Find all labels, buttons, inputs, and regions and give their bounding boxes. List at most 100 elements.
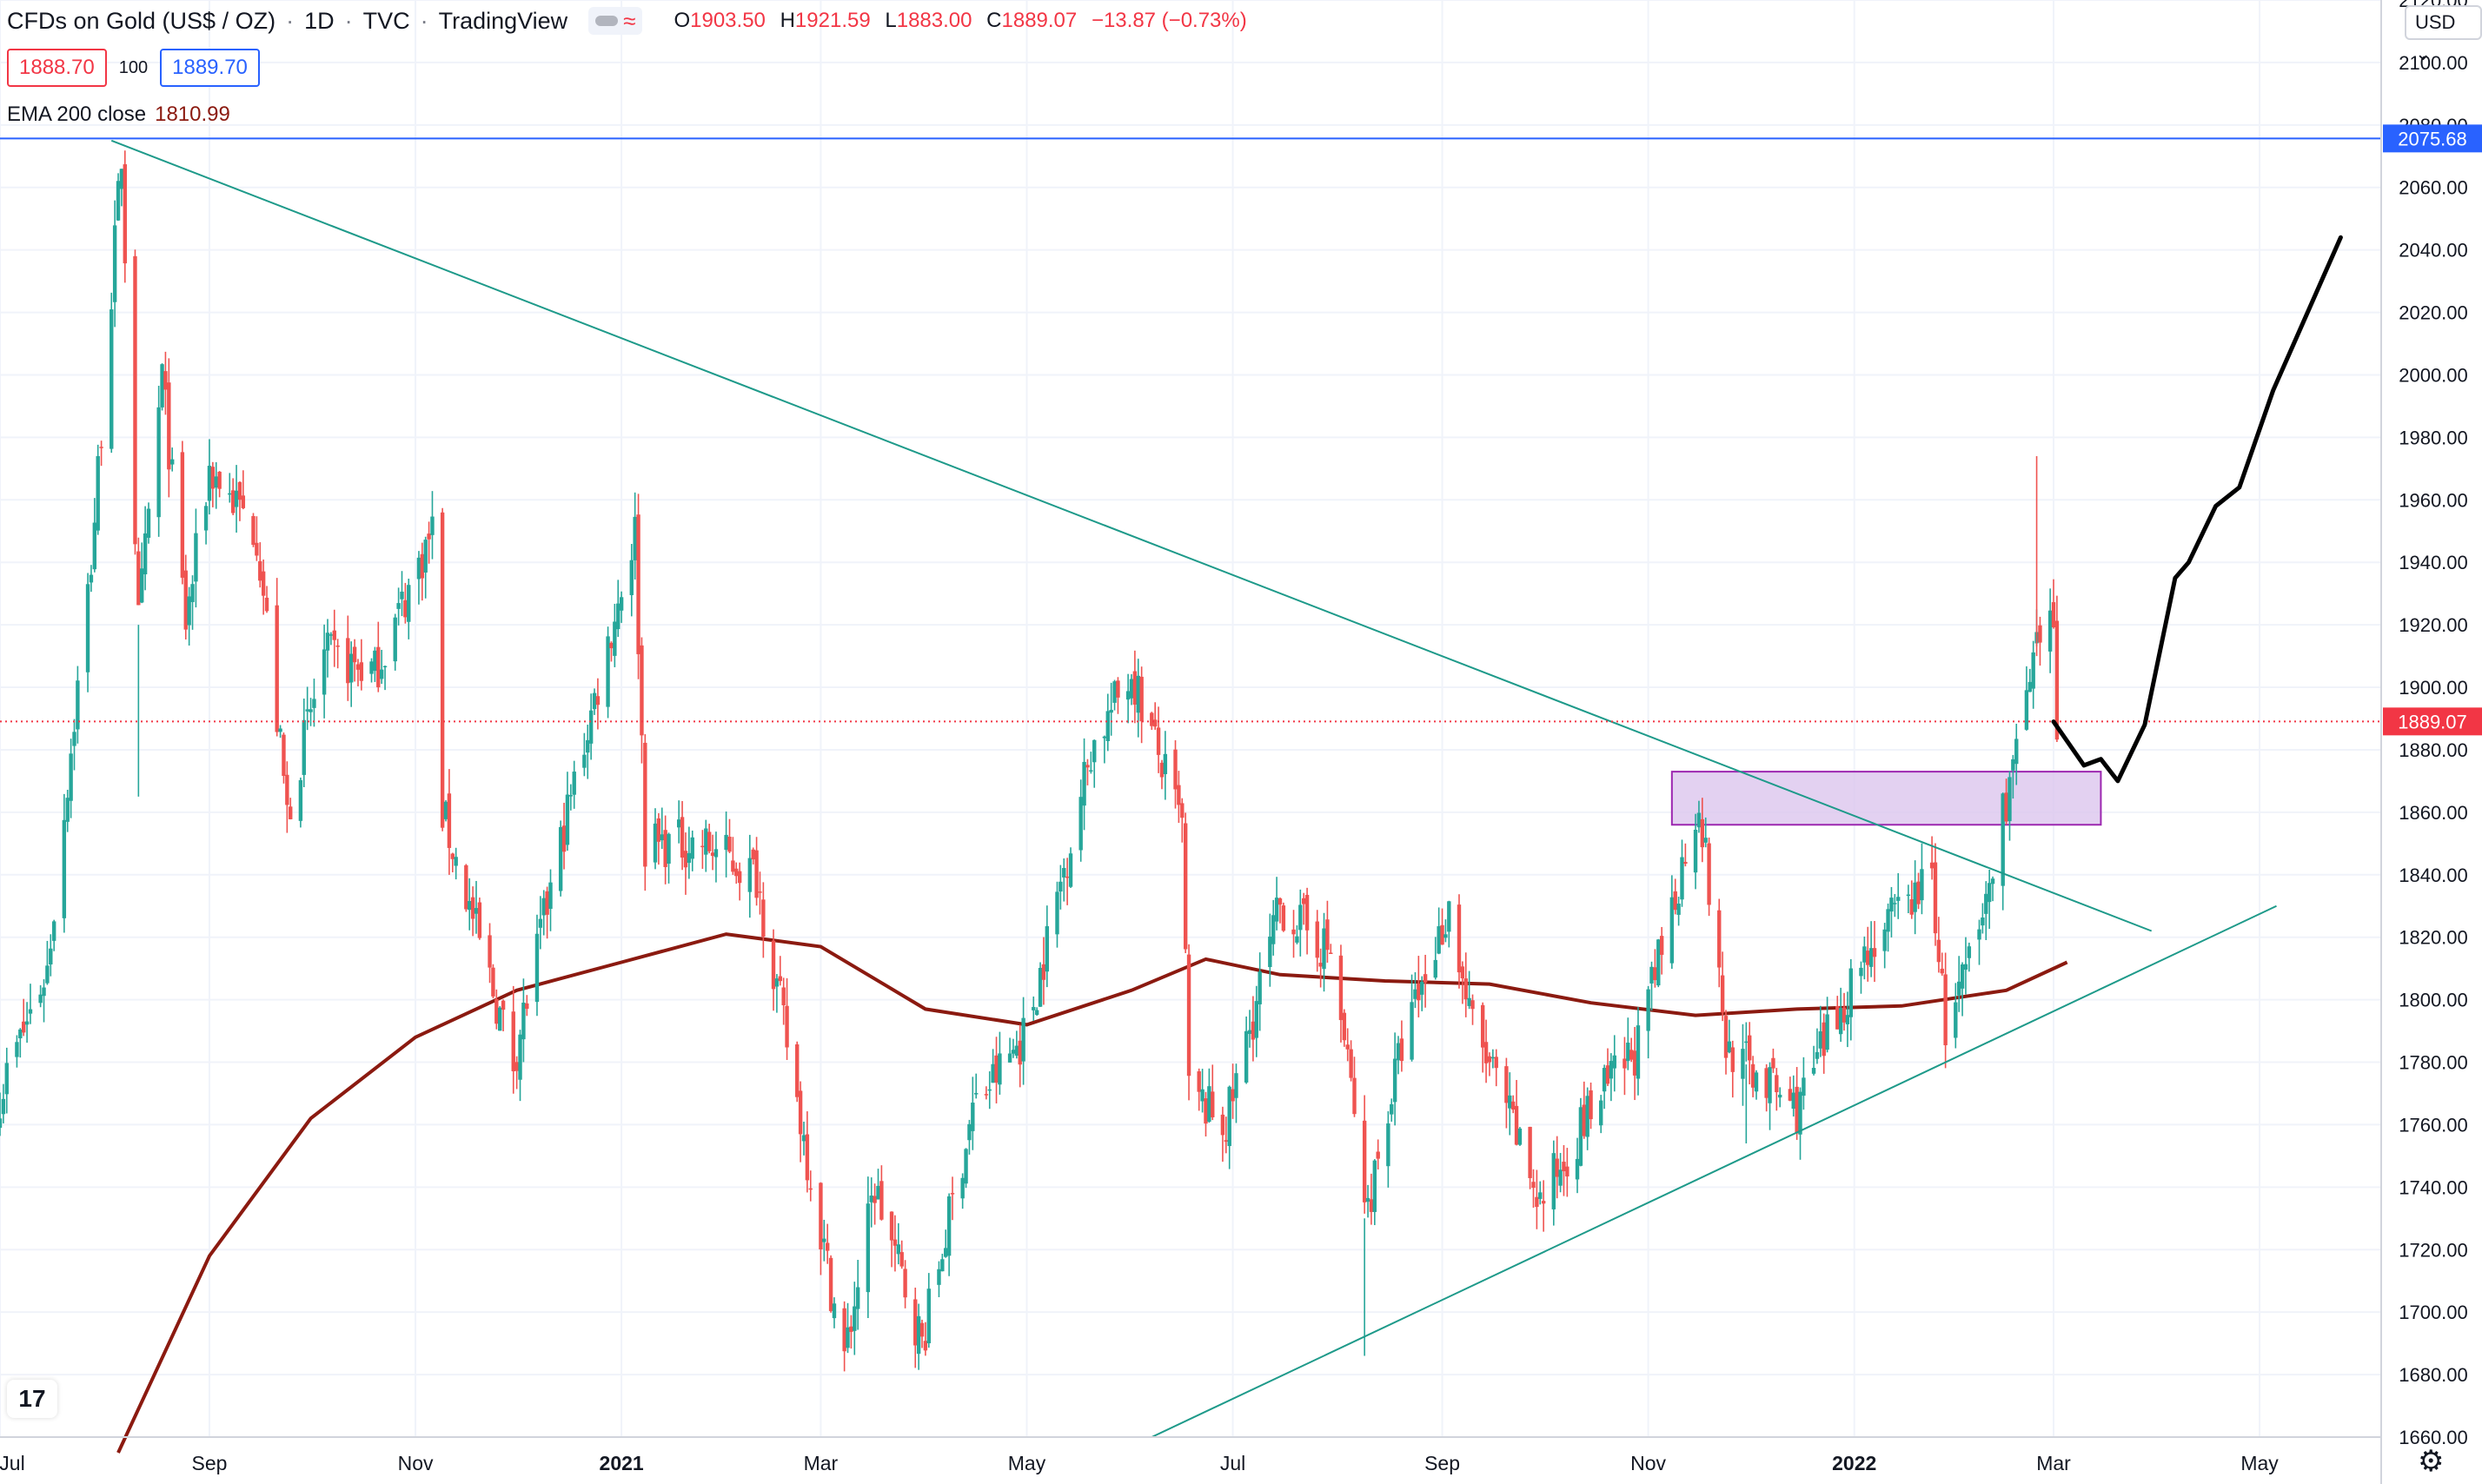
candle-body	[1220, 1114, 1225, 1136]
candle-body	[582, 754, 587, 768]
candle	[1845, 991, 1850, 1048]
candle-body	[727, 837, 732, 852]
time-tick-label: Sep	[1424, 1452, 1460, 1474]
candle-body	[1247, 1030, 1252, 1034]
candle-body	[538, 918, 543, 928]
candle	[1802, 1057, 1806, 1110]
candle	[2014, 724, 2019, 785]
candle	[1575, 1137, 1580, 1194]
candle-body	[1129, 679, 1134, 699]
candle-body	[1177, 785, 1181, 805]
buy-button[interactable]: 1889.70	[160, 49, 260, 87]
interval-label[interactable]: 1D	[304, 7, 335, 34]
tradingview-logo-icon[interactable]: 17	[7, 1380, 57, 1418]
candle	[1764, 1063, 1769, 1112]
candle-body	[1987, 883, 1992, 903]
candle-body	[251, 515, 256, 546]
candle-body	[183, 570, 188, 630]
candle	[1159, 759, 1165, 790]
candle-body	[879, 1181, 884, 1220]
ascending-trendline[interactable]	[1151, 904, 2277, 1438]
spread-value: 100	[118, 57, 149, 77]
candle-body	[468, 901, 472, 911]
candle-body	[18, 1029, 23, 1039]
candle	[1669, 875, 1675, 970]
candle	[825, 1223, 830, 1264]
candle	[1889, 886, 1894, 937]
candle-body	[99, 447, 103, 448]
candle	[538, 896, 543, 950]
candle	[640, 637, 644, 764]
candle-body	[974, 1093, 979, 1095]
candle	[1960, 962, 1965, 1017]
candle-body	[822, 1238, 826, 1242]
candle-body	[214, 476, 218, 488]
candle	[217, 471, 222, 498]
candle	[846, 1302, 850, 1354]
candle	[1977, 919, 1981, 965]
ohlc-values: O1903.50 H1921.59 L1883.00 C1889.07 −13.…	[674, 9, 1247, 32]
chart-toggle-button[interactable]: ≈	[588, 7, 643, 35]
candle	[819, 1182, 823, 1275]
candle-body	[38, 994, 43, 1004]
projection-path[interactable]	[2051, 235, 2343, 784]
candle	[289, 798, 293, 820]
symbol-name[interactable]: CFDs on Gold (US$ / OZ)	[7, 7, 276, 34]
candle-body	[123, 164, 128, 264]
candle-body	[1298, 904, 1303, 931]
candle	[143, 506, 148, 591]
candle-body	[855, 1287, 860, 1309]
descending-trendline[interactable]	[110, 139, 2153, 932]
candle-body	[1798, 1091, 1802, 1135]
sell-button[interactable]: 1888.70	[7, 49, 107, 87]
candle-body	[1304, 894, 1310, 931]
candle	[2051, 579, 2056, 629]
candle-body	[373, 650, 377, 672]
gear-icon[interactable]: ⚙	[2418, 1445, 2445, 1478]
candle-body	[926, 1289, 931, 1344]
candle-body	[1943, 974, 1948, 1046]
candle-body	[873, 1196, 877, 1203]
candle	[1281, 902, 1286, 932]
demand-zone-layer[interactable]	[1670, 771, 2102, 826]
candle	[96, 444, 100, 535]
candle	[228, 473, 232, 503]
candle	[1480, 1002, 1485, 1073]
candle	[676, 800, 681, 844]
candle-body	[1281, 905, 1286, 931]
candle	[1842, 992, 1847, 1031]
candle	[180, 441, 185, 585]
candle	[1440, 908, 1444, 945]
candle	[1011, 1038, 1016, 1058]
candle	[747, 834, 753, 918]
candle	[210, 461, 216, 507]
ema-200-layer	[116, 932, 2068, 1454]
candle-body	[210, 467, 216, 489]
candle	[876, 1169, 880, 1200]
candle-body	[1872, 948, 1877, 957]
candle	[328, 632, 334, 646]
time-tick-label: May	[1008, 1452, 1046, 1474]
candle	[534, 914, 540, 1017]
candle-body	[1392, 1058, 1397, 1103]
currency-dropdown[interactable]: USD ⌄	[2405, 5, 2482, 64]
candle-body	[687, 852, 692, 864]
indicator-legend[interactable]: EMA 200 close 1810.99	[7, 103, 230, 127]
candle-body	[1173, 749, 1178, 790]
demand-zone-rect[interactable]	[1670, 771, 2102, 826]
candle-body	[1838, 1008, 1843, 1035]
candle-body	[170, 459, 175, 465]
candle-body	[1227, 1086, 1231, 1147]
candle	[167, 358, 171, 498]
candle-body	[960, 1177, 965, 1199]
candle-body	[994, 1055, 999, 1083]
candle	[136, 537, 141, 606]
candle-body	[1632, 1050, 1637, 1076]
trend-drawings[interactable]	[0, 137, 2381, 1438]
candle-body	[143, 533, 148, 575]
candle-body	[1811, 1068, 1816, 1074]
candle-body	[1413, 989, 1417, 999]
candle-body	[407, 585, 411, 622]
candle	[613, 603, 617, 667]
